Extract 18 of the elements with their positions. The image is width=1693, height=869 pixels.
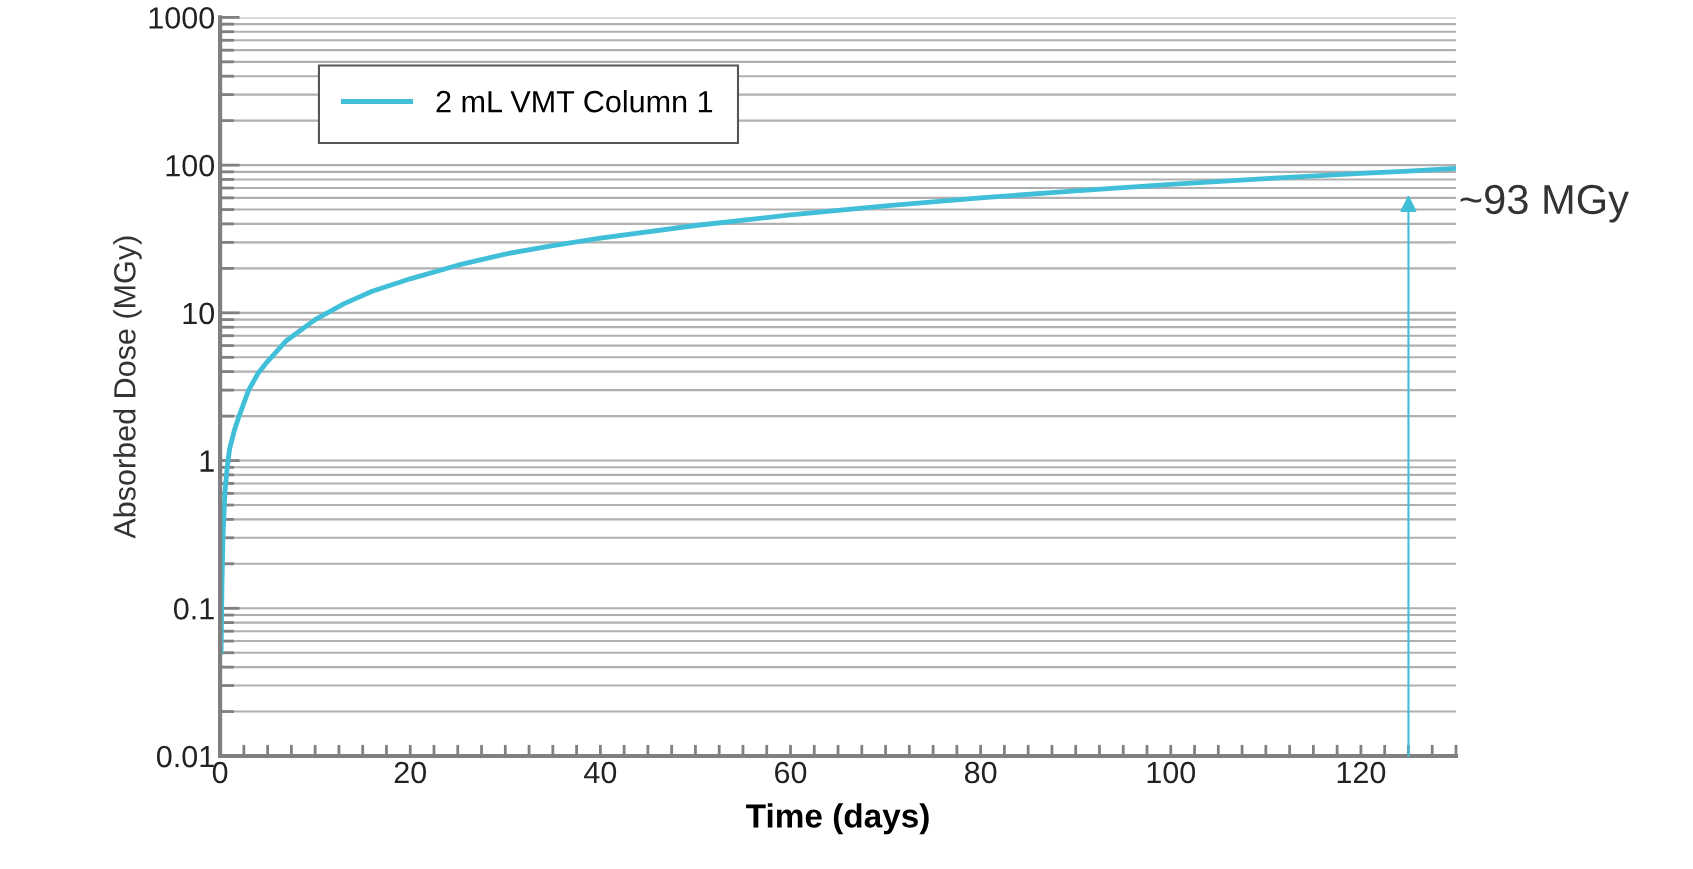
x-tick-label: 0	[212, 761, 228, 784]
y-axis-title: Absorbed Dose (MGy)	[113, 236, 142, 539]
x-axis-title: Time (days)	[746, 803, 929, 835]
legend-label: 2 mL VMT Column 1	[436, 90, 713, 113]
y-tick-label: 0.1	[173, 598, 214, 620]
annotation: ~93 MGy	[1460, 184, 1629, 223]
y-tick-label: 1000	[149, 7, 215, 29]
x-tick-label: 20	[394, 761, 427, 784]
x-tick-label: 60	[775, 761, 807, 784]
y-tick-label: 100	[166, 154, 215, 177]
x-tick-label: 100	[1147, 761, 1196, 784]
x-tick-label: 40	[584, 761, 617, 784]
y-tick-label: 1	[200, 450, 214, 472]
line-series	[220, 165, 1456, 656]
y-tick-label: 0.01	[156, 745, 214, 768]
x-tick-label: 120	[1337, 761, 1386, 784]
x-tick-label: 80	[964, 761, 997, 784]
y-tick-label: 10	[183, 302, 215, 325]
